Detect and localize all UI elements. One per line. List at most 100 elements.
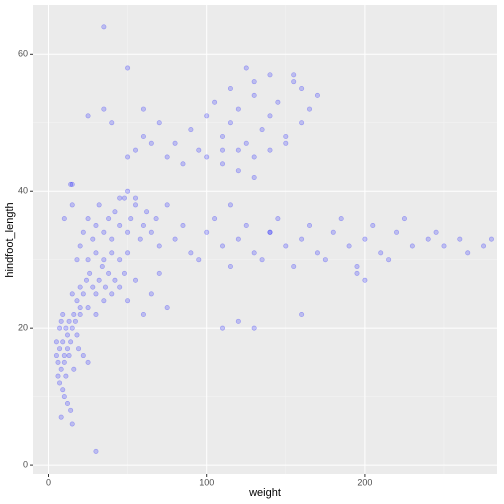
point (74, 257, 80, 263)
point (64, 332, 70, 338)
point (283, 133, 289, 139)
point (243, 140, 249, 146)
grid (33, 5, 497, 474)
point (259, 257, 265, 263)
point (69, 291, 75, 297)
point (259, 127, 265, 133)
point (291, 72, 297, 78)
point (63, 373, 69, 379)
point (243, 65, 249, 71)
point (61, 359, 67, 365)
point (251, 154, 257, 160)
point (99, 264, 105, 270)
point (267, 113, 273, 119)
point (188, 250, 194, 256)
y-tick-label: 20 (18, 323, 28, 333)
x-tick-label: 100 (199, 477, 214, 487)
point (330, 229, 336, 235)
point (55, 359, 61, 365)
point (156, 243, 162, 249)
point (80, 229, 86, 235)
x-tick-label: 0 (46, 477, 51, 487)
point (55, 373, 61, 379)
point (106, 216, 112, 222)
point (283, 243, 289, 249)
point (220, 243, 226, 249)
point (212, 216, 218, 222)
point (57, 325, 63, 331)
point (307, 106, 313, 112)
point (102, 284, 108, 290)
point (354, 270, 360, 276)
point (60, 311, 66, 317)
point (68, 181, 74, 187)
point (61, 216, 67, 222)
point (109, 120, 115, 126)
point (109, 291, 115, 297)
point (117, 284, 123, 290)
point (71, 366, 77, 372)
point (291, 264, 297, 270)
point (63, 325, 69, 331)
point (378, 250, 384, 256)
point (125, 188, 131, 194)
points (53, 24, 494, 454)
y-tick-label: 60 (18, 49, 28, 59)
point (401, 216, 407, 222)
point (93, 311, 99, 317)
point (140, 222, 146, 228)
point (362, 236, 368, 242)
point (53, 353, 59, 359)
point (220, 133, 226, 139)
point (60, 339, 66, 345)
point (481, 243, 487, 249)
point (101, 24, 107, 30)
point (53, 339, 59, 345)
point (148, 291, 154, 297)
point (172, 140, 178, 146)
point (220, 147, 226, 153)
point (125, 298, 131, 304)
point (101, 298, 107, 304)
point (307, 222, 313, 228)
point (74, 298, 80, 304)
point (125, 250, 131, 256)
point (101, 229, 107, 235)
point (153, 216, 159, 222)
point (57, 380, 63, 386)
point (322, 257, 328, 263)
point (267, 229, 273, 235)
point (144, 209, 150, 215)
point (121, 195, 127, 201)
point (164, 305, 170, 311)
point (204, 154, 210, 160)
point (140, 106, 146, 112)
point (106, 270, 112, 276)
point (140, 311, 146, 317)
point (61, 353, 67, 359)
point (68, 339, 74, 345)
point (69, 181, 75, 187)
point (164, 202, 170, 208)
point (87, 270, 93, 276)
point (121, 270, 127, 276)
point (77, 284, 83, 290)
point (58, 414, 64, 420)
point (299, 311, 305, 317)
point (101, 106, 107, 112)
point (148, 140, 154, 146)
point (433, 229, 439, 235)
point (196, 147, 202, 153)
point (58, 366, 64, 372)
point (243, 222, 249, 228)
point (125, 154, 131, 160)
point (69, 421, 75, 427)
point (71, 311, 77, 317)
point (64, 400, 70, 406)
point (93, 222, 99, 228)
point (101, 257, 107, 263)
point (76, 346, 82, 352)
point (188, 127, 194, 133)
point (109, 250, 115, 256)
point (354, 264, 360, 270)
